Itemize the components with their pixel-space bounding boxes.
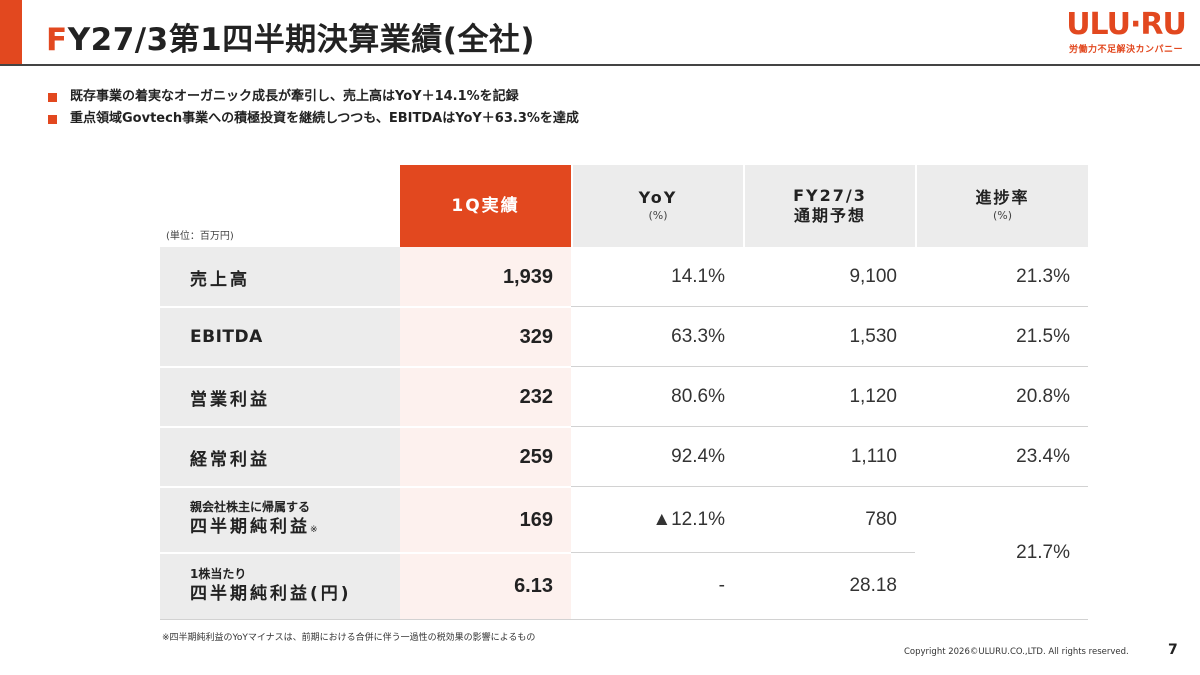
row-label-sub: 1株当たり: [190, 567, 247, 581]
header-yoy: YoY (%): [573, 165, 743, 247]
cell-forecast: 28.18: [849, 575, 897, 596]
bullet-text: 重点領域Govtech事業への積極投資を継続しつつも、EBITDAはYoY＋63…: [70, 111, 579, 126]
row-label-note-mark: ※: [310, 524, 318, 535]
cell-yoy: 92.4%: [671, 446, 725, 467]
cell-forecast: 780: [865, 509, 897, 530]
row-label-text: 売上高: [190, 269, 250, 290]
cell-progress: 21.3%: [1016, 266, 1070, 287]
table-bottom-border: [160, 619, 1088, 620]
cell-actual: 6.13: [400, 553, 571, 619]
bullet-item: 既存事業の着実なオーガニック成長が牽引し、売上高はYoY＋14.1%を記録: [48, 86, 579, 108]
row-divider: [571, 486, 1088, 487]
bullet-square-icon: [48, 115, 57, 124]
row-divider: [160, 552, 571, 554]
row-label-text: 営業利益: [190, 389, 270, 410]
cell-actual: 169: [400, 487, 571, 553]
row-label-main: 四半期純利益※: [190, 515, 400, 542]
copyright: Copyright 2026©ULURU.CO.,LTD. All rights…: [904, 647, 1129, 657]
bullet-item: 重点領域Govtech事業への積極投資を継続しつつも、EBITDAはYoY＋63…: [48, 108, 579, 130]
row-label-eps: 1株当たり 四半期純利益(円): [160, 553, 400, 619]
row-label-text: 経常利益: [190, 449, 270, 470]
header-forecast-line2: 通期予想: [793, 206, 866, 225]
row-divider: [571, 552, 915, 553]
bullet-text: 既存事業の着実なオーガニック成長が牽引し、売上高はYoY＋14.1%を記録: [70, 89, 519, 104]
row-label-main-text: 四半期純利益: [190, 516, 310, 537]
header-progress: 進捗率 (%): [917, 165, 1088, 247]
cell-actual: 232: [400, 367, 571, 427]
row-label-operating-profit: 営業利益: [160, 367, 400, 427]
page-title-initial: F: [46, 22, 68, 58]
company-logo: ULU·RU 労働力不足解決カンパニー: [1066, 7, 1187, 56]
cell-progress-merged: 21.7%: [1016, 542, 1070, 563]
summary-bullets: 既存事業の着実なオーガニック成長が牽引し、売上高はYoY＋14.1%を記録 重点…: [48, 86, 579, 130]
cell-progress: 21.5%: [1016, 326, 1070, 347]
row-label-ordinary-profit: 経常利益: [160, 427, 400, 487]
cell-yoy: 63.3%: [671, 326, 725, 347]
header-progress-label: 進捗率: [975, 188, 1030, 207]
header-progress-unit: (%): [992, 209, 1013, 222]
logo-tagline: 労働力不足解決カンパニー: [1068, 45, 1183, 55]
row-divider: [160, 426, 571, 428]
cell-yoy: -: [718, 575, 725, 596]
header-forecast-line1: FY27/3: [793, 186, 867, 205]
cell-forecast: 9,100: [849, 266, 897, 287]
cell-forecast: 1,120: [849, 386, 897, 407]
row-label-sub: 親会社株主に帰属する: [190, 499, 311, 514]
row-label-ebitda: EBITDA: [160, 307, 400, 367]
cell-actual: 259: [400, 427, 571, 487]
row-divider: [160, 486, 571, 488]
bullet-square-icon: [48, 93, 57, 102]
header-yoy-unit: (%): [648, 209, 668, 222]
cell-actual: 329: [400, 307, 571, 367]
row-divider: [160, 366, 571, 368]
header-forecast: FY27/3 通期予想: [745, 165, 915, 247]
row-divider: [571, 366, 1088, 367]
page-number: 7: [1168, 642, 1178, 658]
row-label-text: EBITDA: [190, 327, 263, 347]
footnote: ※四半期純利益のYoYマイナスは、前期における合併に伴う一過性の税効果の影響によ…: [162, 633, 536, 643]
row-label-revenue: 売上高: [160, 247, 400, 307]
cell-progress: 20.8%: [1016, 386, 1070, 407]
cell-actual: 1,939: [400, 247, 571, 307]
cell-yoy: ▲12.1%: [652, 509, 725, 530]
title-divider: [0, 64, 1200, 66]
cell-yoy: 80.6%: [671, 386, 725, 407]
cell-yoy: 14.1%: [671, 266, 725, 287]
header-actual-label: 1Q実績: [451, 196, 520, 216]
title-accent-bar: [0, 0, 22, 64]
row-divider: [160, 306, 571, 308]
unit-label: (単位：百万円): [166, 231, 234, 242]
page-title-text: Y27/3第1四半期決算業績(全社): [67, 22, 536, 58]
cell-progress: 23.4%: [1016, 446, 1070, 467]
row-label-net-income: 親会社株主に帰属する 四半期純利益※: [160, 487, 400, 553]
logo-wordmark: ULU·RU: [1066, 7, 1187, 42]
header-actual: 1Q実績: [400, 165, 571, 247]
row-divider: [571, 306, 1088, 307]
header-yoy-label: YoY: [638, 188, 678, 207]
row-divider: [571, 426, 1088, 427]
cell-forecast: 1,530: [849, 326, 897, 347]
row-label-main: 四半期純利益(円): [190, 584, 352, 604]
cell-forecast: 1,110: [850, 446, 897, 467]
page-title: FY27/3第1四半期決算業績(全社): [46, 14, 535, 59]
